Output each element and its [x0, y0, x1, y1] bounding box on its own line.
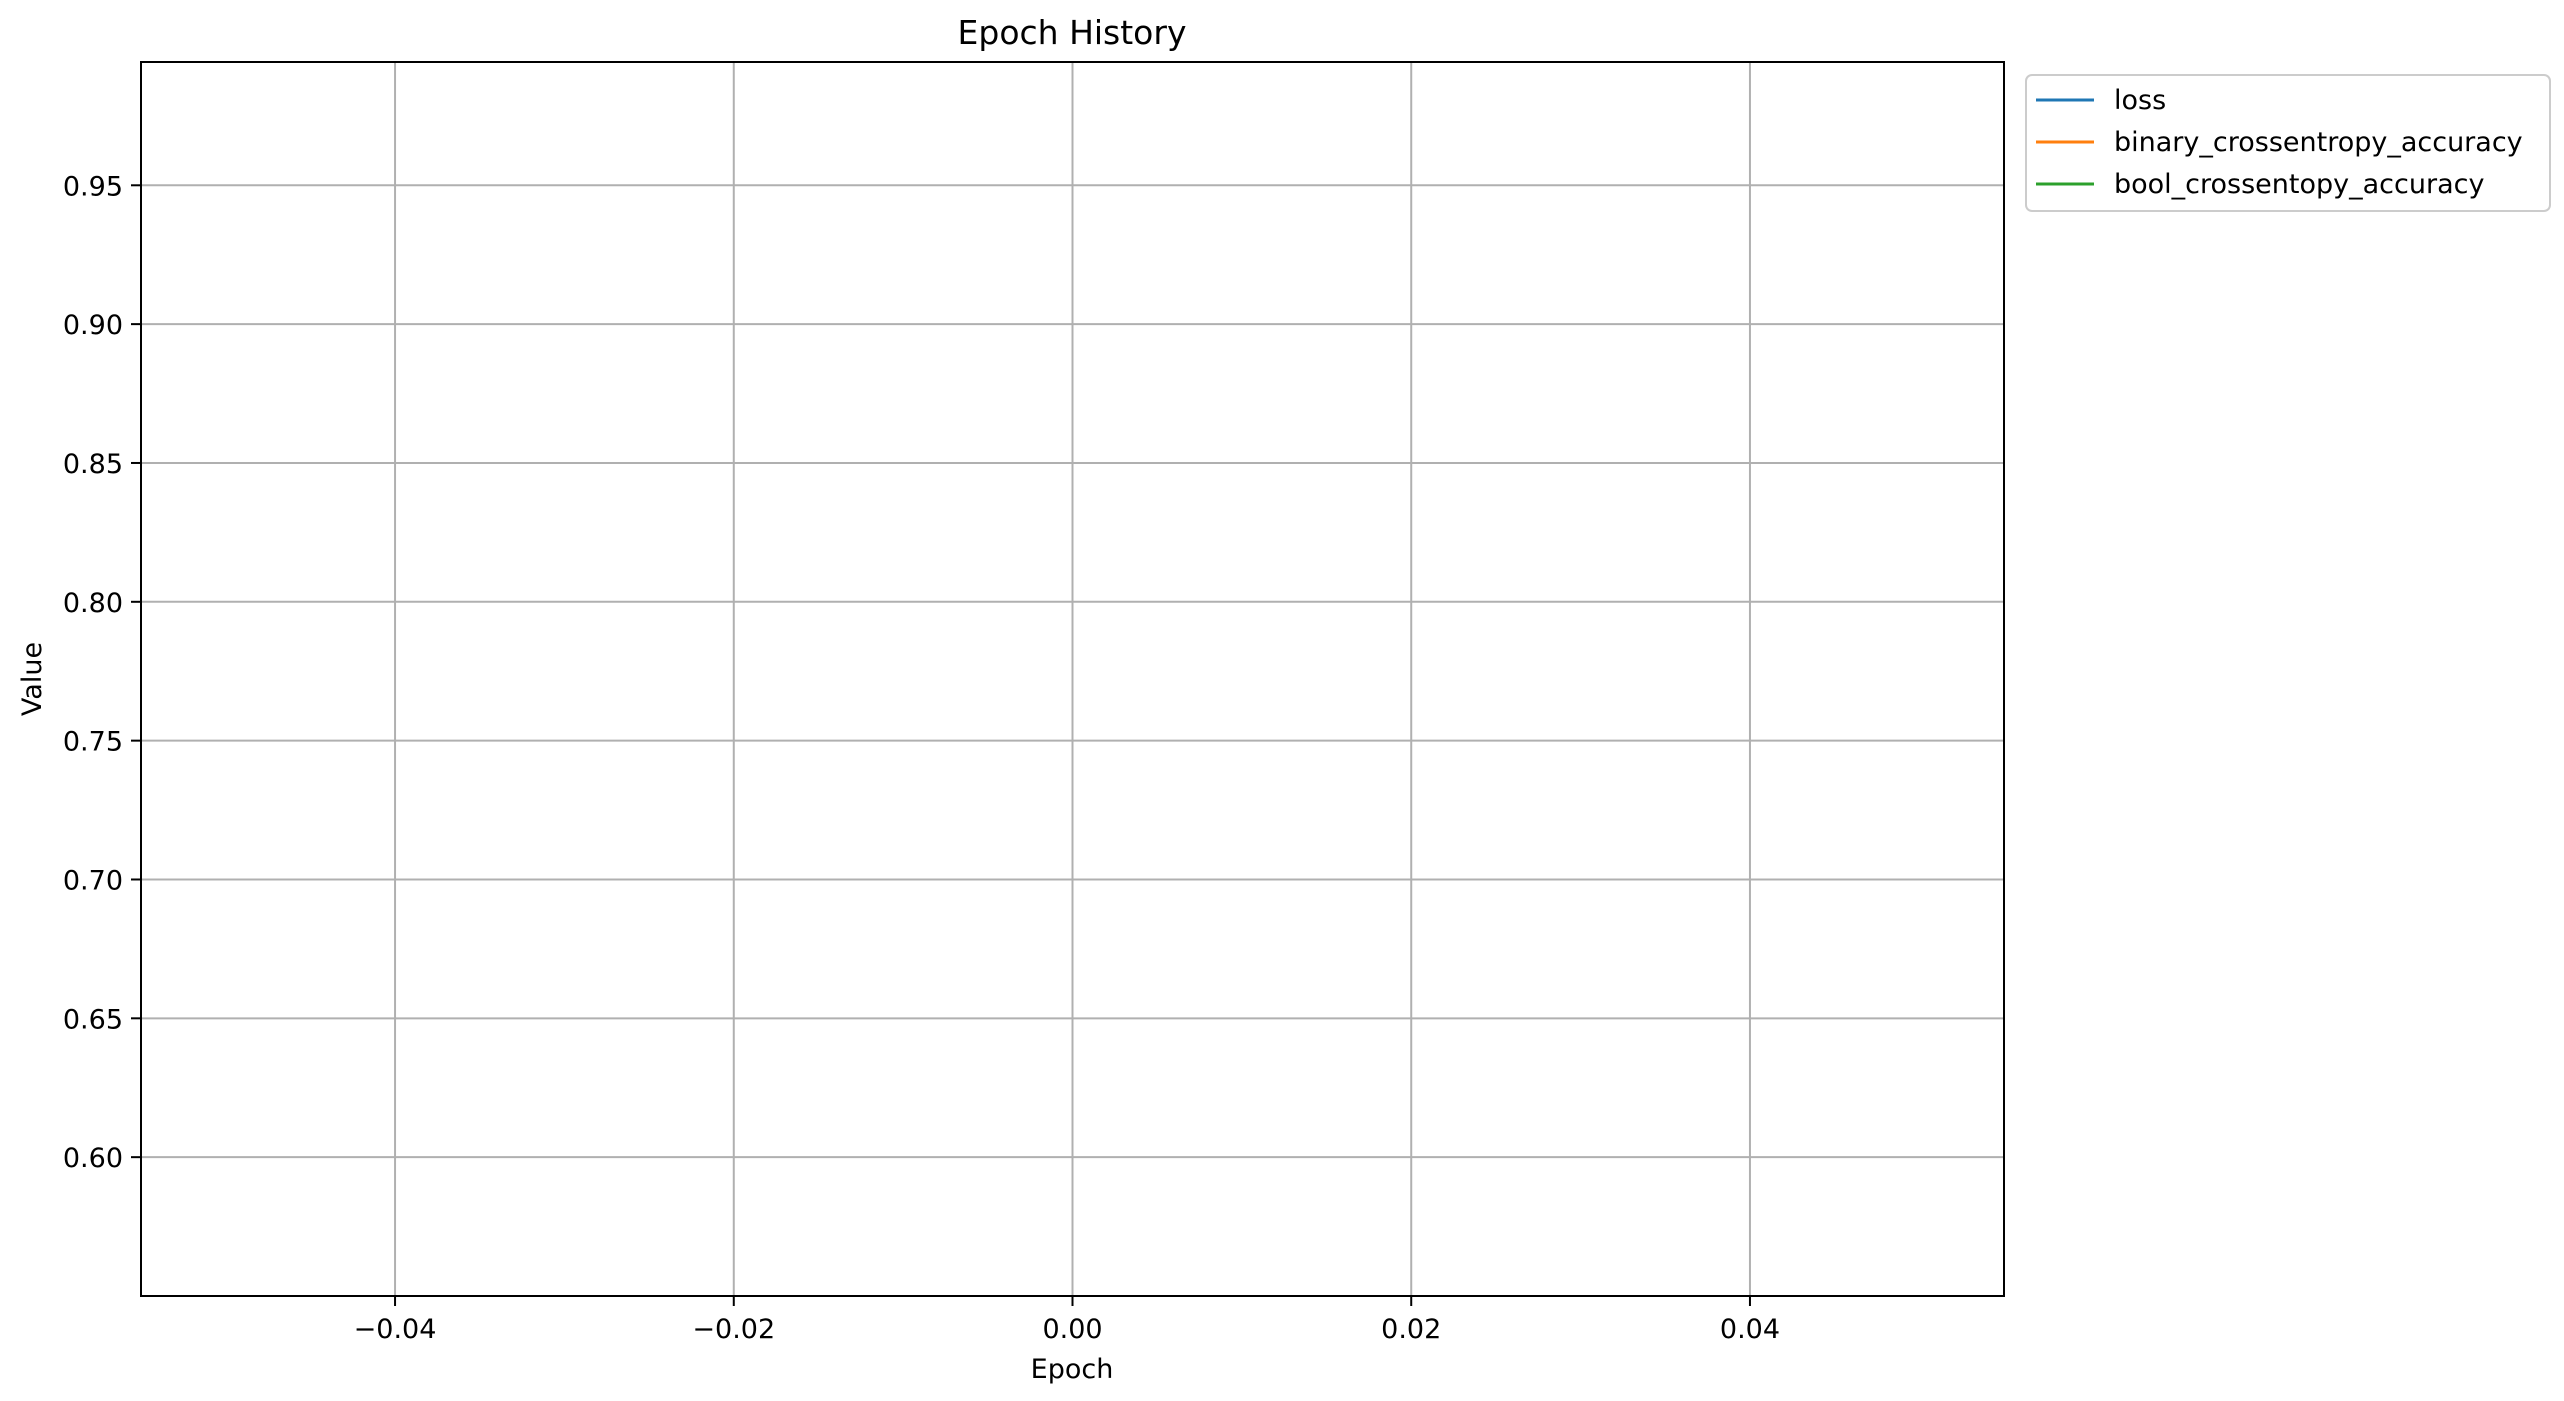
y-tick-label: 0.95: [63, 171, 123, 202]
legend-label: binary_crossentropy_accuracy: [2114, 127, 2523, 158]
chart-title: Epoch History: [958, 13, 1187, 52]
legend-label: loss: [2114, 85, 2166, 116]
y-tick-label: 0.70: [63, 865, 123, 896]
x-tick-label: −0.02: [692, 1314, 775, 1345]
y-tick-label: 0.75: [63, 727, 123, 758]
y-tick-label: 0.65: [63, 1004, 123, 1035]
legend-box: [2025, 74, 2551, 212]
y-axis-label: Value: [17, 642, 48, 716]
y-tick-label: 0.60: [63, 1143, 123, 1174]
x-axis-label: Epoch: [1031, 1354, 1114, 1385]
y-tick-label: 0.90: [63, 310, 123, 341]
legend: loss binary_crossentropy_accuracy bool_cro…: [2025, 74, 2551, 212]
x-tick-label: −0.04: [354, 1314, 437, 1345]
y-axis-ticks: 0.60 0.65 0.70 0.75 0.80 0.85 0.90 0.95: [63, 171, 141, 1174]
x-tick-label: 0.04: [1720, 1314, 1780, 1345]
x-axis-ticks: −0.04 −0.02 0.00 0.02 0.04: [354, 1296, 1780, 1345]
legend-label: bool_crossentopy_accuracy: [2114, 169, 2484, 200]
x-tick-label: 0.00: [1042, 1314, 1102, 1345]
grid-lines: [141, 62, 2004, 1296]
y-tick-label: 0.80: [63, 588, 123, 619]
x-tick-label: 0.02: [1381, 1314, 1441, 1345]
y-tick-label: 0.85: [63, 449, 123, 480]
